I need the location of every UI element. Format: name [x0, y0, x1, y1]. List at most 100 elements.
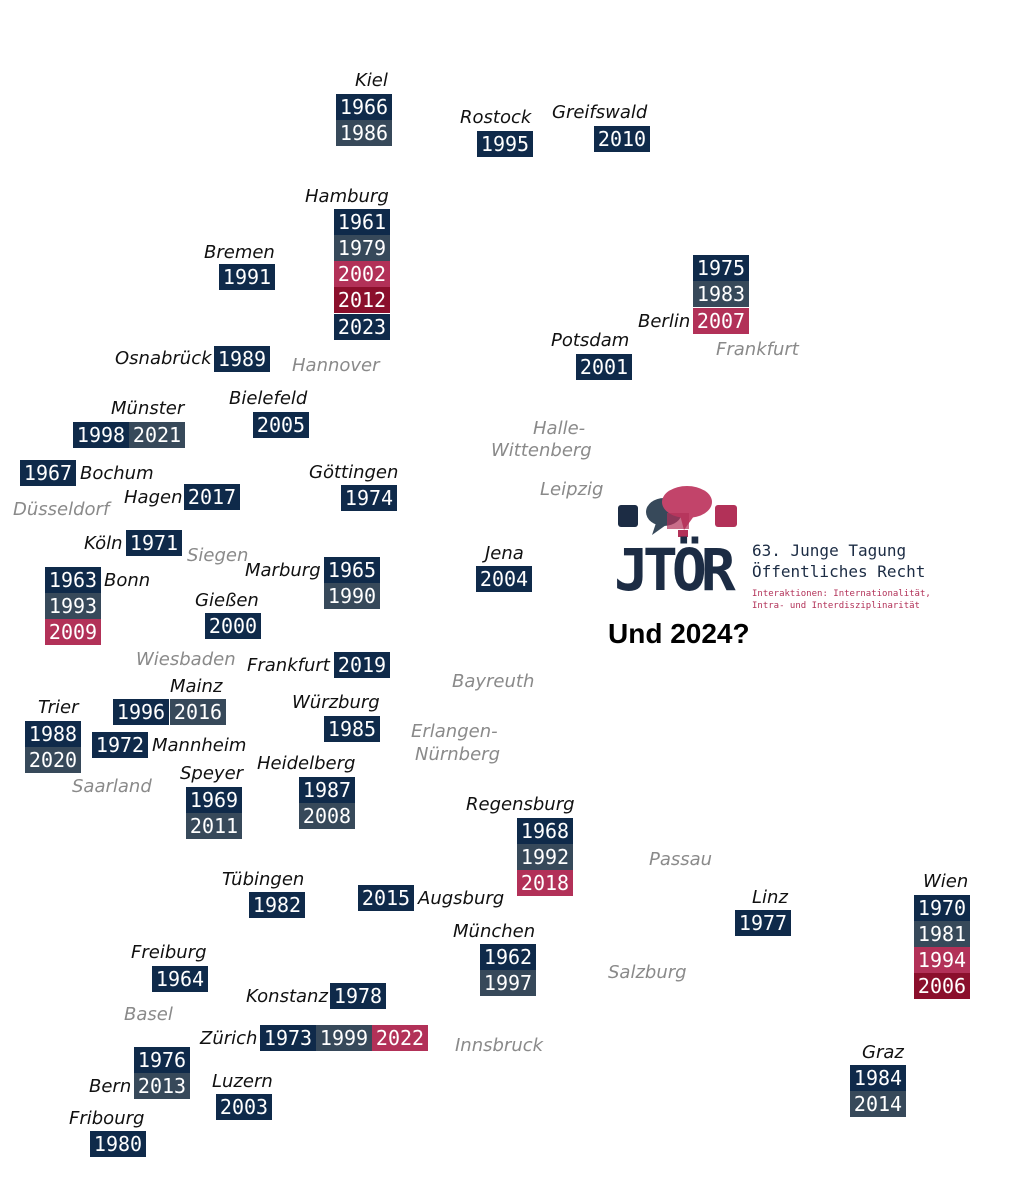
city-label: Tübingen [222, 869, 305, 890]
year-badge: 1984 [850, 1065, 906, 1091]
city-label: Göttingen [309, 462, 399, 483]
logo-subtitle-line1: Interaktionen: Internationalität, [752, 589, 931, 599]
year-badge: 1968 [517, 818, 573, 844]
city-label: Kiel [355, 70, 388, 91]
city-label: Potsdam [551, 330, 630, 351]
year-badge: 1985 [324, 716, 380, 742]
city-label: Linz [752, 887, 788, 908]
year-badge: 1974 [341, 485, 397, 511]
year-badge: 1988 [25, 721, 81, 747]
year-badge: 1967 [20, 460, 76, 486]
city-label: Gießen [195, 590, 259, 611]
city-label: Siegen [187, 545, 249, 566]
city-label: Graz [862, 1042, 904, 1063]
year-badge: 2013 [134, 1073, 190, 1099]
city-label: Bochum [80, 463, 154, 484]
year-badge: 2010 [594, 126, 650, 152]
year-badge: 1999 [316, 1025, 372, 1051]
city-label: Salzburg [608, 962, 687, 983]
year-badge: 1986 [336, 120, 392, 146]
city-label: Hamburg [305, 186, 389, 207]
city-label: Bonn [104, 570, 151, 591]
year-badge: 2003 [216, 1094, 272, 1120]
question-heading: Und 2024? [608, 618, 750, 649]
city-label: Hagen [124, 487, 183, 508]
city-label: Hannover [292, 355, 380, 376]
year-badge: 2015 [358, 885, 414, 911]
year-badge: 1987 [299, 777, 355, 803]
city-label: Zürich [200, 1028, 258, 1049]
year-badge: 1994 [914, 947, 970, 973]
year-badge: 1964 [152, 966, 208, 992]
jtoer-logo: JTÖR [612, 485, 747, 610]
year-badge: 2018 [517, 870, 573, 896]
year-badge: 1975 [693, 255, 749, 281]
city-label: Erlangen- [411, 721, 498, 742]
city-label: Bern [89, 1076, 132, 1097]
logo-title-line1: 63. Junge Tagung [752, 541, 907, 560]
year-badge: 2012 [334, 287, 390, 313]
year-badge: 2019 [334, 652, 390, 678]
city-label: Bayreuth [452, 671, 535, 692]
city-label: Nürnberg [415, 744, 501, 765]
city-label: München [453, 921, 536, 942]
year-badge: 1979 [334, 235, 390, 261]
year-badge: 1996 [113, 699, 169, 725]
year-badge: 1971 [126, 530, 182, 556]
year-badge: 1973 [260, 1025, 316, 1051]
year-badge: 1977 [735, 910, 791, 936]
year-badge: 1972 [92, 732, 148, 758]
city-label: Köln [84, 533, 123, 554]
year-badge: 1992 [517, 844, 573, 870]
city-label: Würzburg [292, 692, 380, 713]
city-label: Marburg [245, 560, 321, 581]
year-badge: 1995 [477, 131, 533, 157]
year-badge: 2021 [129, 422, 185, 448]
year-badge: 1963 [45, 567, 101, 593]
city-label: Trier [38, 697, 79, 718]
year-badge: 1970 [914, 895, 970, 921]
logo-wordmark: JTÖR [614, 536, 736, 604]
year-badge: 1980 [90, 1131, 146, 1157]
year-badge: 2016 [170, 699, 226, 725]
year-badge: 2002 [334, 261, 390, 287]
city-label: Düsseldorf [13, 499, 110, 520]
city-label: Luzern [212, 1071, 273, 1092]
year-badge: 1991 [219, 264, 275, 290]
city-label: Jena [485, 543, 524, 564]
city-label: Mannheim [152, 735, 247, 756]
year-badge: 2004 [476, 566, 532, 592]
city-label: Halle- [533, 418, 586, 439]
year-badge: 2008 [299, 803, 355, 829]
year-badge: 1961 [334, 209, 390, 235]
city-label: Wiesbaden [136, 649, 236, 670]
logo-subtitle-line2: Intra- und Interdisziplinarität [752, 601, 920, 611]
year-badge: 1962 [480, 944, 536, 970]
city-label: Bielefeld [229, 388, 308, 409]
city-label: Wittenberg [491, 440, 592, 461]
city-label: Leipzig [540, 479, 604, 500]
year-badge: 1993 [45, 593, 101, 619]
logo-title-line2: Öffentliches Recht [752, 562, 926, 581]
city-label: Frankfurt [247, 655, 330, 676]
city-label: Berlin [638, 311, 691, 332]
city-label: Münster [111, 398, 185, 419]
year-badge: 2023 [334, 314, 390, 340]
city-label: Regensburg [466, 794, 575, 815]
year-badge: 1969 [186, 787, 242, 813]
year-badge: 1981 [914, 921, 970, 947]
city-label: Speyer [180, 763, 244, 784]
year-badge: 1998 [73, 422, 129, 448]
city-label: Wien [923, 871, 969, 892]
city-label: Bremen [204, 242, 275, 263]
city-label: Freiburg [131, 942, 207, 963]
city-label: Konstanz [246, 986, 328, 1007]
city-label: Innsbruck [455, 1035, 544, 1056]
year-badge: 1976 [134, 1047, 190, 1073]
year-badge: 2009 [45, 619, 101, 645]
year-badge: 2007 [693, 308, 749, 334]
city-label: Augsburg [418, 888, 505, 909]
year-badge: 2011 [186, 813, 242, 839]
city-label: Fribourg [69, 1108, 145, 1129]
